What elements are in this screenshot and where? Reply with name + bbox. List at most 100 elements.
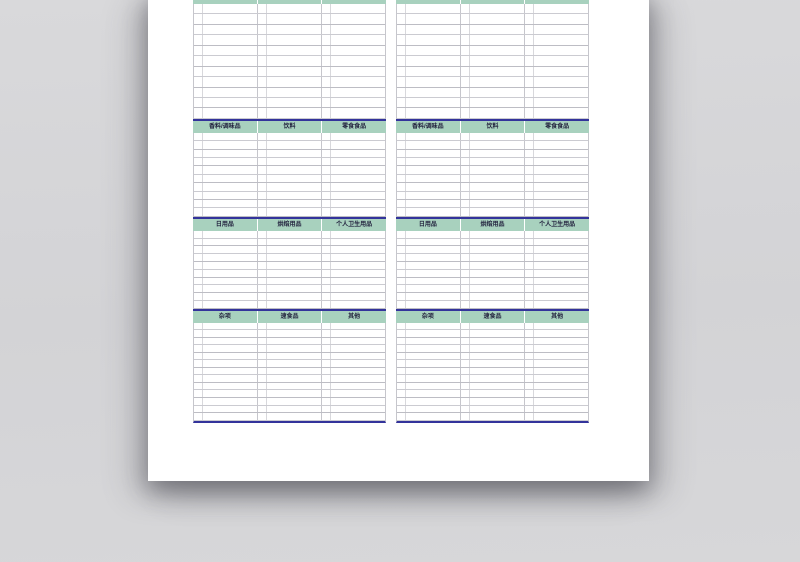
- grid-row: [194, 330, 385, 338]
- category-header: 香料/调味品: [396, 120, 460, 133]
- checkbox-cell: [194, 191, 203, 199]
- item-cell: [406, 246, 461, 254]
- item-cell: [267, 24, 322, 35]
- item-cell: [203, 14, 258, 24]
- checkbox-cell: [461, 254, 470, 261]
- item-cell: [331, 262, 385, 269]
- checkbox-cell: [461, 35, 470, 45]
- checkbox-cell: [397, 24, 406, 35]
- item-cell: [203, 45, 258, 56]
- item-cell: [203, 56, 258, 66]
- checkbox-cell: [397, 157, 406, 166]
- section-header: 日用品 烘焙用品 个人卫生用品: [193, 216, 387, 231]
- checkbox-cell: [397, 141, 406, 149]
- checkbox-cell: [461, 345, 470, 352]
- item-cell: [331, 46, 385, 55]
- category-header: 零食食品: [525, 120, 590, 133]
- checkbox-cell: [258, 405, 267, 413]
- category-header: 速食品: [460, 310, 525, 323]
- checkbox-cell: [322, 238, 331, 246]
- checkbox-cell: [525, 141, 534, 149]
- item-cell: [470, 166, 525, 174]
- checkbox-cell: [258, 14, 267, 24]
- checkbox-cell: [525, 246, 534, 254]
- section-produce-meat-dairy: 农产品 肉类 乳制品: [193, 0, 387, 119]
- checkbox-cell: [258, 97, 267, 108]
- checkbox-cell: [258, 108, 267, 118]
- item-cell: [534, 56, 588, 65]
- checkbox-cell: [322, 230, 331, 238]
- item-cell: [267, 14, 322, 24]
- checkbox-cell: [322, 132, 331, 141]
- item-cell: [267, 322, 322, 330]
- checkbox-cell: [525, 269, 534, 277]
- checkbox-cell: [194, 322, 203, 330]
- checkbox-cell: [397, 360, 406, 367]
- grid-row: [397, 108, 588, 119]
- item-cell: [267, 157, 322, 166]
- item-cell: [331, 278, 385, 285]
- checkbox-cell: [194, 238, 203, 246]
- item-cell: [470, 141, 525, 149]
- item-cell: [203, 191, 258, 199]
- checkbox-cell: [194, 4, 203, 14]
- checkbox-cell: [322, 375, 331, 382]
- item-cell: [267, 261, 322, 269]
- checkbox-cell: [258, 382, 267, 390]
- checkbox-cell: [258, 269, 267, 277]
- grid-row: [397, 246, 588, 255]
- item-cell: [331, 345, 385, 352]
- item-cell: [534, 141, 588, 148]
- grid-row: [194, 191, 385, 200]
- item-cell: [534, 338, 588, 345]
- checkbox-cell: [461, 157, 470, 166]
- checkbox-cell: [258, 238, 267, 246]
- checkbox-cell: [322, 360, 331, 367]
- item-cell: [534, 301, 588, 308]
- item-cell: [203, 141, 258, 149]
- checkbox-cell: [258, 398, 267, 405]
- item-cell: [534, 200, 588, 207]
- section-header: 农产品 肉类 乳制品: [396, 0, 590, 4]
- item-cell: [331, 200, 385, 207]
- checkbox-cell: [194, 375, 203, 382]
- item-cell: [406, 97, 461, 108]
- checkbox-cell: [194, 14, 203, 24]
- checkbox-cell: [194, 174, 203, 183]
- checkbox-cell: [525, 261, 534, 269]
- section-header: 日用品 烘焙用品 个人卫生用品: [396, 216, 590, 231]
- item-cell: [267, 285, 322, 293]
- item-cell: [470, 24, 525, 35]
- checkbox-cell: [397, 208, 406, 216]
- item-cell: [267, 269, 322, 277]
- grid-row: [194, 390, 385, 398]
- checkbox-cell: [461, 375, 470, 382]
- checkbox-cell: [322, 345, 331, 352]
- item-cell: [534, 14, 588, 23]
- item-cell: [331, 375, 385, 382]
- section-misc-convenience-other: 杂项 速食品 其他: [193, 308, 387, 423]
- grid-row: [397, 191, 588, 200]
- checkbox-cell: [525, 24, 534, 35]
- item-cell: [406, 405, 461, 413]
- checkbox-cell: [322, 382, 331, 390]
- item-cell: [331, 293, 385, 300]
- category-header: 速食品: [257, 310, 322, 323]
- checkbox-cell: [525, 191, 534, 199]
- section-misc-convenience-other: 杂项 速食品 其他: [396, 308, 590, 423]
- checkbox-cell: [322, 269, 331, 277]
- grid-row: [397, 337, 588, 346]
- item-cell: [406, 300, 461, 308]
- item-cell: [470, 230, 525, 238]
- item-cell: [203, 66, 258, 77]
- checkbox-cell: [258, 352, 267, 360]
- item-cell: [406, 35, 461, 45]
- checkbox-cell: [461, 191, 470, 199]
- item-cell: [534, 360, 588, 367]
- item-cell: [534, 158, 588, 165]
- item-cell: [470, 352, 525, 360]
- item-cell: [267, 254, 322, 261]
- checkbox-cell: [525, 87, 534, 97]
- checkbox-cell: [258, 375, 267, 382]
- checkbox-cell: [461, 166, 470, 174]
